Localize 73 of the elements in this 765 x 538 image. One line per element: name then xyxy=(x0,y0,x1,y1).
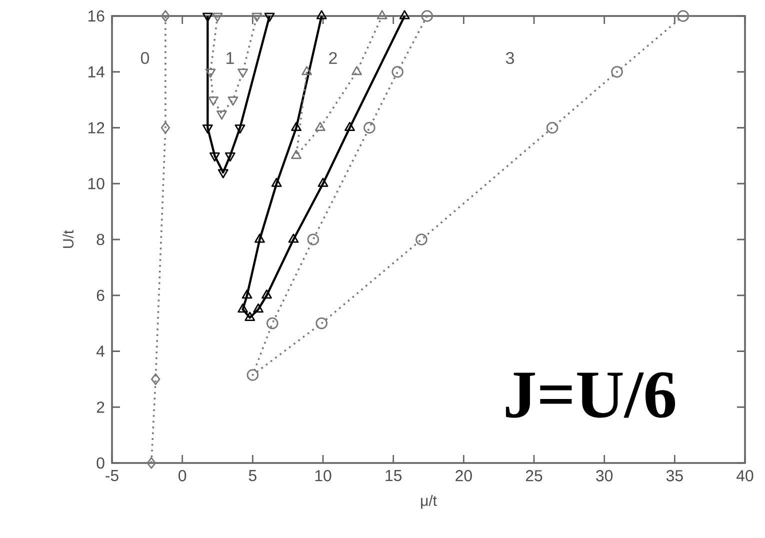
point xyxy=(291,150,302,159)
point xyxy=(546,122,558,134)
x-tick-label: 15 xyxy=(386,470,402,482)
y-tick-label: 0 xyxy=(96,457,104,469)
x-tick-label: 40 xyxy=(736,470,754,482)
point xyxy=(238,303,248,313)
point xyxy=(421,10,433,22)
point xyxy=(264,12,275,22)
y-tick-label: 8 xyxy=(96,234,104,246)
annotation: 0 xyxy=(140,52,150,64)
point xyxy=(266,317,278,330)
annotation: 2 xyxy=(329,52,337,64)
annotation: 1 xyxy=(226,52,234,64)
point xyxy=(611,66,623,78)
point xyxy=(392,66,404,78)
point xyxy=(205,68,216,78)
point xyxy=(238,68,248,78)
point xyxy=(216,110,227,120)
y-tick-label: 14 xyxy=(88,66,104,78)
point xyxy=(399,10,410,20)
annotation: 3 xyxy=(506,52,514,64)
point xyxy=(202,12,213,22)
point xyxy=(316,317,328,330)
point xyxy=(246,369,259,381)
x-axis-title: μ/t xyxy=(421,495,437,509)
point xyxy=(218,169,228,178)
point xyxy=(307,234,320,246)
x-tick-label: 0 xyxy=(178,470,186,482)
point xyxy=(253,303,264,313)
x-tick-label: 35 xyxy=(666,470,683,482)
point xyxy=(202,124,213,134)
point xyxy=(234,124,246,134)
point xyxy=(291,122,302,132)
point xyxy=(344,122,355,132)
x-tick-label: -5 xyxy=(106,470,118,482)
point xyxy=(244,312,256,322)
point xyxy=(271,178,282,187)
point xyxy=(209,152,220,162)
x-tick-label: 30 xyxy=(596,470,613,482)
point xyxy=(288,234,299,243)
point xyxy=(160,10,170,22)
point xyxy=(314,122,326,132)
y-tick-label: 12 xyxy=(88,122,104,134)
point xyxy=(224,152,236,162)
point xyxy=(151,373,160,386)
point xyxy=(316,10,327,20)
y-axis-title: U/t xyxy=(62,230,74,248)
point xyxy=(242,289,252,299)
x-tick-label: 10 xyxy=(315,470,332,482)
y-tick-label: 6 xyxy=(96,290,104,302)
point xyxy=(254,234,265,243)
point xyxy=(212,12,223,22)
point xyxy=(252,12,262,22)
x-tick-label: 20 xyxy=(456,470,472,482)
point xyxy=(376,10,388,20)
y-tick-label: 10 xyxy=(88,178,104,190)
point xyxy=(364,122,376,134)
point xyxy=(146,457,156,469)
point xyxy=(160,122,170,134)
y-tick-label: 2 xyxy=(96,402,104,413)
point xyxy=(352,66,362,76)
point xyxy=(677,10,690,22)
point xyxy=(416,234,428,246)
annotation: J=U/6 xyxy=(506,372,676,418)
y-tick-label: 16 xyxy=(88,10,104,22)
point xyxy=(318,178,328,187)
x-tick-label: 25 xyxy=(526,470,542,482)
point xyxy=(302,66,312,76)
point xyxy=(208,96,218,106)
point xyxy=(228,96,238,106)
y-tick-label: 4 xyxy=(96,346,104,357)
point xyxy=(262,289,272,299)
x-tick-label: 5 xyxy=(248,470,256,482)
